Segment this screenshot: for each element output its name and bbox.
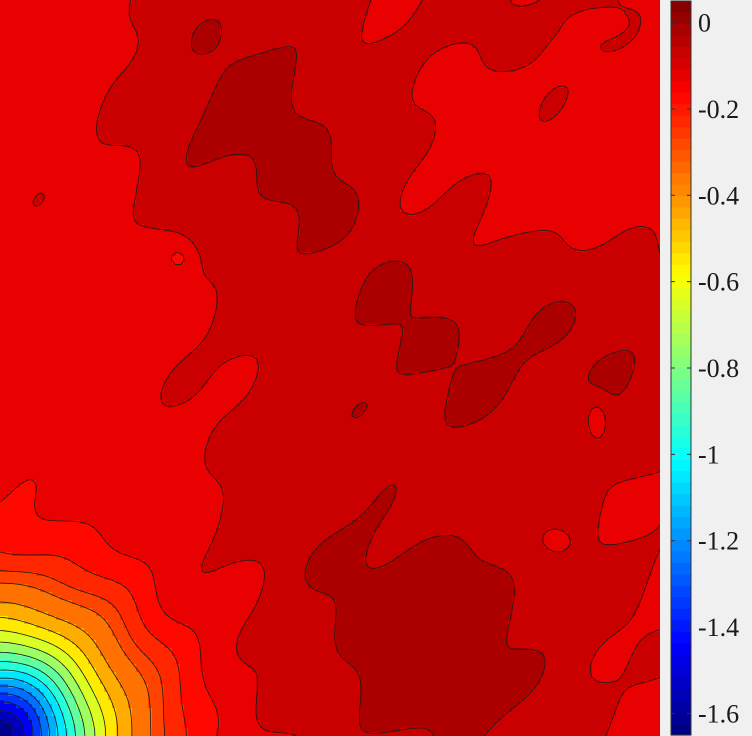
colorbar-segment (671, 127, 691, 140)
contour-plot-area (0, 0, 660, 736)
colorbar-tick-label: -0.4 (698, 181, 739, 210)
colorbar-segment (671, 436, 691, 449)
contour-lines (0, 0, 660, 736)
colorbar-tick-label: -0.8 (698, 354, 739, 383)
colorbar-gradient (671, 1, 691, 736)
colorbar-tick-label: -1 (698, 440, 720, 469)
colorbar-tick-label: 0 (698, 9, 711, 38)
colorbar-segment (671, 253, 691, 266)
contour-line (0, 252, 219, 736)
colorbar-segment (671, 666, 691, 679)
colorbar-segment (671, 448, 691, 461)
colorbar-segment (671, 689, 691, 702)
colorbar-segment (671, 276, 691, 289)
contour-line (0, 710, 25, 736)
contour-line (0, 617, 119, 736)
colorbar-segment (671, 608, 691, 621)
colorbar-segment (671, 459, 691, 472)
colorbar-segment (671, 173, 691, 186)
colorbar-segment (671, 184, 691, 197)
colorbar-segment (671, 161, 691, 174)
contour-line (185, 19, 635, 736)
colorbar-segment (671, 138, 691, 151)
contour-line (0, 677, 59, 736)
colorbar-segment (671, 12, 691, 25)
colorbar-segment (671, 81, 691, 94)
colorbar-tick-label: -1.6 (698, 699, 739, 728)
colorbar-segment (671, 723, 691, 736)
contour-line (0, 641, 96, 736)
colorbar-segment (671, 333, 691, 346)
contour-line (0, 701, 34, 736)
colorbar-tick-label: -0.2 (698, 95, 739, 124)
colorbar-segment (671, 115, 691, 128)
colorbar-segment (671, 402, 691, 415)
contour-fill (0, 0, 660, 736)
contour-line (0, 582, 152, 736)
contour-line (0, 720, 14, 736)
colorbar-segment (671, 345, 691, 358)
colorbar-segment (671, 597, 691, 610)
contour-line (0, 661, 76, 736)
contour-line (0, 570, 166, 736)
colorbar-segment (671, 299, 691, 312)
colorbar-segment (671, 390, 691, 404)
contour-line (0, 630, 107, 736)
colorbar-segment (671, 379, 691, 392)
colorbar-segment (671, 413, 691, 426)
colorbar-segment (671, 505, 691, 518)
contour-line (0, 601, 133, 736)
colorbar-segment (671, 310, 691, 323)
colorbar-segment (671, 356, 691, 369)
colorbar-segment (671, 241, 691, 254)
colorbar-segment (671, 150, 691, 163)
colorbar-segment (671, 631, 691, 644)
colorbar-ticks: 0 -0.2 -0.4 -0.6 -0.8 -1 -1.2 -1.4 -1.6 (671, 9, 739, 728)
colorbar-tick-label: -1.4 (698, 613, 739, 642)
colorbar-segment (671, 46, 691, 59)
colorbar-segment (671, 35, 691, 48)
colorbar-segment (671, 69, 691, 82)
colorbar-segment (671, 368, 691, 381)
colorbar-segment (671, 620, 691, 633)
colorbar-segment (671, 1, 691, 14)
colorbar-segment (671, 92, 691, 105)
colorbar-segment (671, 551, 691, 564)
colorbar-segment (671, 700, 691, 713)
colorbar-segment (671, 585, 691, 598)
colorbar-tick-label: -0.6 (698, 268, 739, 297)
contour-line (0, 651, 86, 736)
colorbar-segment (671, 264, 691, 277)
colorbar-segment (671, 562, 691, 576)
contour-line (32, 0, 660, 736)
colorbar-segment (671, 287, 691, 300)
colorbar-segment (671, 425, 691, 438)
colorbar-segment (671, 207, 691, 220)
colorbar-segment (671, 471, 691, 484)
colorbar-segment (671, 517, 691, 530)
colorbar-segment (671, 654, 691, 667)
colorbar-segment (671, 230, 691, 243)
colorbar-segment (671, 218, 691, 231)
colorbar-segment (671, 482, 691, 495)
colorbar-segment (671, 104, 691, 117)
contour-line (0, 685, 50, 736)
colorbar-segment (671, 712, 691, 725)
colorbar-tick-label: -1.2 (698, 527, 739, 556)
contour-line (0, 693, 42, 736)
colorbar-segment (671, 195, 691, 209)
contour-line (0, 551, 187, 736)
colorbar-segment (671, 528, 691, 541)
colorbar-segment (671, 58, 691, 71)
contour-line (0, 669, 67, 736)
colorbar-segment (671, 23, 691, 37)
colorbar-segment (671, 643, 691, 656)
colorbar-segment (671, 494, 691, 507)
colorbar-segment (671, 574, 691, 587)
colorbar-segment (671, 540, 691, 553)
colorbar-segment (671, 322, 691, 335)
colorbar-segment (671, 677, 691, 690)
